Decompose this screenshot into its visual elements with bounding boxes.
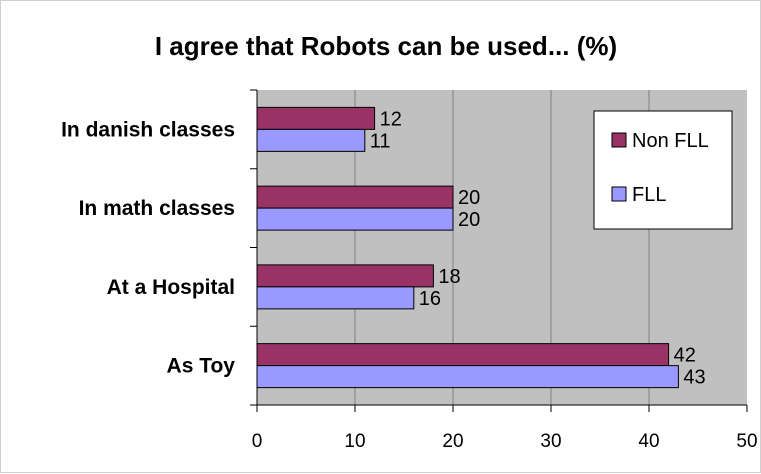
x-tick-label-1: 10 <box>344 431 365 452</box>
x-tick-label-2: 20 <box>442 431 463 452</box>
x-tick-label-4: 40 <box>638 431 659 452</box>
bar-non-fll-2 <box>256 264 434 288</box>
data-label-non-fll-1: 20 <box>458 187 480 209</box>
legend-label-non-fll: Non FLL <box>632 130 709 152</box>
legend-box <box>593 110 733 230</box>
category-label-1: In math classes <box>79 197 235 220</box>
axes: 0 10 20 30 40 50 In danish classes In math clas… <box>61 89 758 452</box>
bar-fll-2 <box>256 286 415 310</box>
legend-swatch-fll <box>611 186 627 202</box>
bar-non-fll-0 <box>256 106 376 130</box>
bar-fll-1 <box>256 207 454 231</box>
bar-fll-0 <box>256 128 366 152</box>
category-label-0: In danish classes <box>61 118 235 141</box>
bar-fll-3 <box>256 365 679 389</box>
data-label-fll-2: 16 <box>419 288 441 310</box>
data-label-non-fll-0: 12 <box>380 108 402 130</box>
bar-non-fll-3 <box>256 343 670 367</box>
legend-swatch-non-fll <box>611 132 627 148</box>
bar-non-fll-1 <box>256 185 454 209</box>
legend: Non FLL FLL <box>593 110 733 230</box>
data-label-fll-0: 11 <box>370 130 391 152</box>
category-label-3: As Toy <box>167 355 236 378</box>
legend-label-fll: FLL <box>632 184 666 206</box>
data-label-fll-1: 20 <box>458 209 480 231</box>
chart-title: I agree that Robots can be used... (%) <box>155 31 617 61</box>
data-label-non-fll-2: 18 <box>438 266 460 288</box>
category-label-2: At a Hospital <box>107 276 235 299</box>
data-label-non-fll-3: 42 <box>674 345 696 367</box>
data-label-fll-3: 43 <box>683 367 705 389</box>
x-tick-label-0: 0 <box>252 431 263 452</box>
x-tick-label-5: 50 <box>736 431 757 452</box>
x-tick-label-3: 30 <box>540 431 561 452</box>
